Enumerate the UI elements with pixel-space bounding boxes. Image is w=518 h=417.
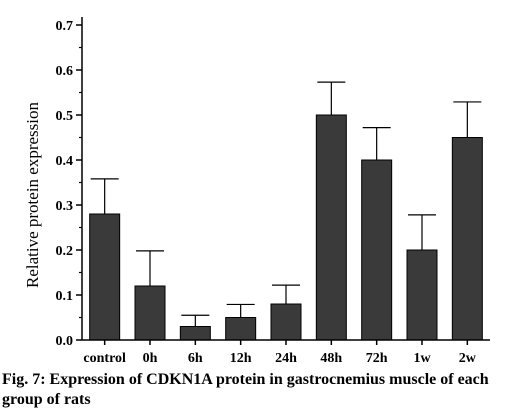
y-tick-label-0.1: 0.1 [56, 289, 74, 304]
bar-0h [134, 285, 166, 341]
bar-6h [179, 326, 211, 341]
x-tick-label-1w: 1w [413, 351, 431, 366]
bar-48h [315, 114, 347, 341]
y-tick-label-0.4: 0.4 [56, 154, 74, 169]
x-tick-label-48h: 48h [320, 351, 342, 366]
x-tick-label-12h: 12h [230, 351, 252, 366]
y-tick-label-0.7: 0.7 [56, 19, 74, 34]
x-tick-label-72h: 72h [366, 351, 388, 366]
x-tick-label-control: control [83, 351, 126, 366]
bar-24h [270, 303, 302, 341]
bar-1w [406, 249, 438, 341]
y-tick-label-0.6: 0.6 [56, 64, 74, 79]
y-tick-label-0.5: 0.5 [56, 109, 74, 124]
bars-layer [89, 114, 483, 341]
error-bars-layer [90, 81, 482, 327]
bar-72h [361, 159, 393, 341]
bar-2w [451, 137, 483, 341]
figure-caption: Fig. 7: Expression of CDKN1A protein in … [2, 371, 489, 408]
x-ticks-layer: control 0h 6h 12h 24h 48h 72h 1w 2w [83, 340, 477, 366]
x-tick-label-0h: 0h [143, 351, 158, 366]
y-tick-label-0.3: 0.3 [56, 199, 74, 214]
y-ticks-layer: 0.0 0.1 0.2 0.3 0.4 0.5 0.6 0.7 [56, 19, 82, 349]
bar-chart: Relative protein expression 0.0 0.1 0.2 0.3… [23, 17, 490, 366]
y-tick-label-0.2: 0.2 [56, 244, 74, 259]
y-axis-title: Relative protein expression [23, 102, 42, 289]
bar-control [89, 213, 121, 341]
y-axis-title-group: Relative protein expression [23, 102, 42, 289]
y-tick-label-0.0: 0.0 [56, 334, 74, 349]
x-tick-label-2w: 2w [459, 351, 477, 366]
bar-12h [225, 317, 257, 341]
x-tick-label-24h: 24h [275, 351, 297, 366]
x-tick-label-6h: 6h [188, 351, 203, 366]
